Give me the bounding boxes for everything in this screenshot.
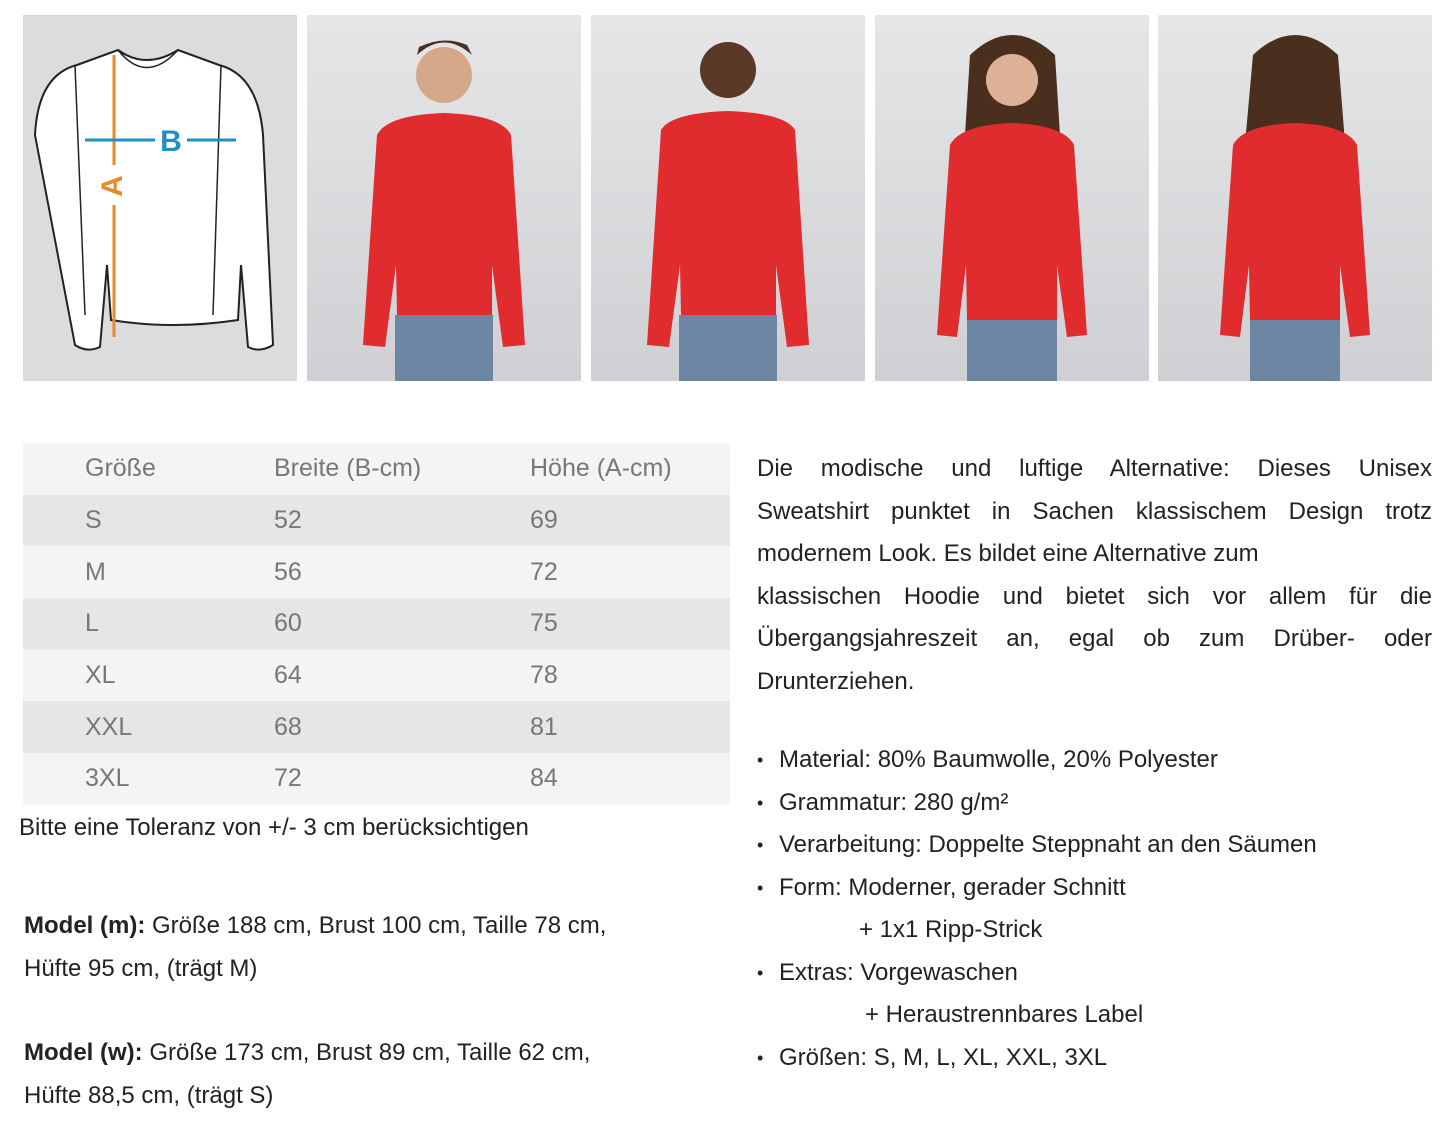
cell-width: 56 <box>274 557 302 586</box>
cell-height: 72 <box>530 557 558 586</box>
cell-size: S <box>85 506 102 535</box>
label-b: B <box>160 125 182 158</box>
model-w-label: Model (w): <box>24 1039 143 1066</box>
spec-groessen: Größen: S, M, L, XL, XXL, 3XL <box>757 1037 1317 1080</box>
model-m-info: Model (m): Größe 188 cm, Brust 100 cm, T… <box>24 904 724 990</box>
header-size: Größe <box>85 454 156 483</box>
cell-width: 60 <box>274 609 302 638</box>
size-diagram: A B <box>23 15 297 381</box>
cell-size: M <box>85 557 106 586</box>
header-height: Höhe (A-cm) <box>530 454 672 483</box>
spec-grammatur: Grammatur: 280 g/m² <box>757 782 1317 825</box>
table-row: XXL 68 81 <box>23 701 730 754</box>
product-description: Die modische und luftige Alternative: Di… <box>757 448 1432 703</box>
description-line: Die modische und luftige Alternative: Di… <box>757 455 1432 482</box>
photo-model-w-back <box>1158 15 1432 381</box>
cell-size: XXL <box>85 712 133 741</box>
photo-model-m-front <box>307 15 581 381</box>
cell-size: XL <box>85 661 116 690</box>
description-line: klassischen Hoodie und bietet sich vor a… <box>757 582 1432 610</box>
table-header-row: Größe Breite (B-cm) Höhe (A-cm) <box>23 443 730 495</box>
cell-width: 68 <box>274 712 302 741</box>
cell-width: 72 <box>274 764 302 793</box>
spec-verarbeitung: Verarbeitung: Doppelte Steppnaht an den … <box>757 824 1317 867</box>
spec-list: Material: 80% Baumwolle, 20% Polyester G… <box>757 739 1317 1079</box>
size-table: Größe Breite (B-cm) Höhe (A-cm) S 52 69 M 5… <box>23 443 730 805</box>
table-row: L 60 75 <box>23 598 730 650</box>
cell-height: 69 <box>530 506 558 535</box>
table-row: 3XL 72 84 <box>23 753 730 805</box>
description-line: modernem Look. Es bildet eine Alternativ… <box>757 540 1259 567</box>
table-row: M 56 72 <box>23 546 730 599</box>
cell-height: 81 <box>530 712 558 741</box>
spec-extras-cont: + Heraustrennbares Label <box>865 1001 1144 1028</box>
cell-height: 84 <box>530 764 558 793</box>
table-row: XL 64 78 <box>23 649 730 702</box>
cell-height: 78 <box>530 661 558 690</box>
cell-size: L <box>85 609 99 638</box>
description-line: Sweatshirt punktet in Sachen klassischem… <box>757 497 1432 525</box>
model-m-label: Model (m): <box>24 912 146 939</box>
header-width: Breite (B-cm) <box>274 454 422 483</box>
label-a: A <box>96 175 129 197</box>
sweatshirt-outline-icon: A B <box>33 48 275 351</box>
cell-width: 52 <box>274 506 302 535</box>
spec-extras: Extras: Vorgewaschen <box>757 952 1317 995</box>
photo-model-w-front <box>875 15 1149 381</box>
photo-model-m-back <box>591 15 865 381</box>
table-row: S 52 69 <box>23 494 730 547</box>
cell-size: 3XL <box>85 764 130 793</box>
model-w-info: Model (w): Größe 173 cm, Brust 89 cm, Ta… <box>24 1031 724 1117</box>
model-w-line2: Hüfte 88,5 cm, (trägt S) <box>24 1082 274 1109</box>
cell-width: 64 <box>274 661 302 690</box>
description-line: Übergangsjahreszeit an, egal ob zum Drüb… <box>757 625 1432 652</box>
model-w-line1: Größe 173 cm, Brust 89 cm, Taille 62 cm, <box>149 1039 591 1066</box>
cell-height: 75 <box>530 609 558 638</box>
tolerance-note: Bitte eine Toleranz von +/- 3 cm berücks… <box>19 814 529 841</box>
model-m-line1: Größe 188 cm, Brust 100 cm, Taille 78 cm… <box>151 912 607 939</box>
model-m-line2: Hüfte 95 cm, (trägt M) <box>24 955 258 982</box>
spec-form: Form: Moderner, gerader Schnitt <box>757 867 1317 910</box>
spec-form-cont: + 1x1 Ripp-Strick <box>859 916 1043 943</box>
description-line: Drunterziehen. <box>757 667 915 695</box>
spec-material: Material: 80% Baumwolle, 20% Polyester <box>757 739 1317 782</box>
